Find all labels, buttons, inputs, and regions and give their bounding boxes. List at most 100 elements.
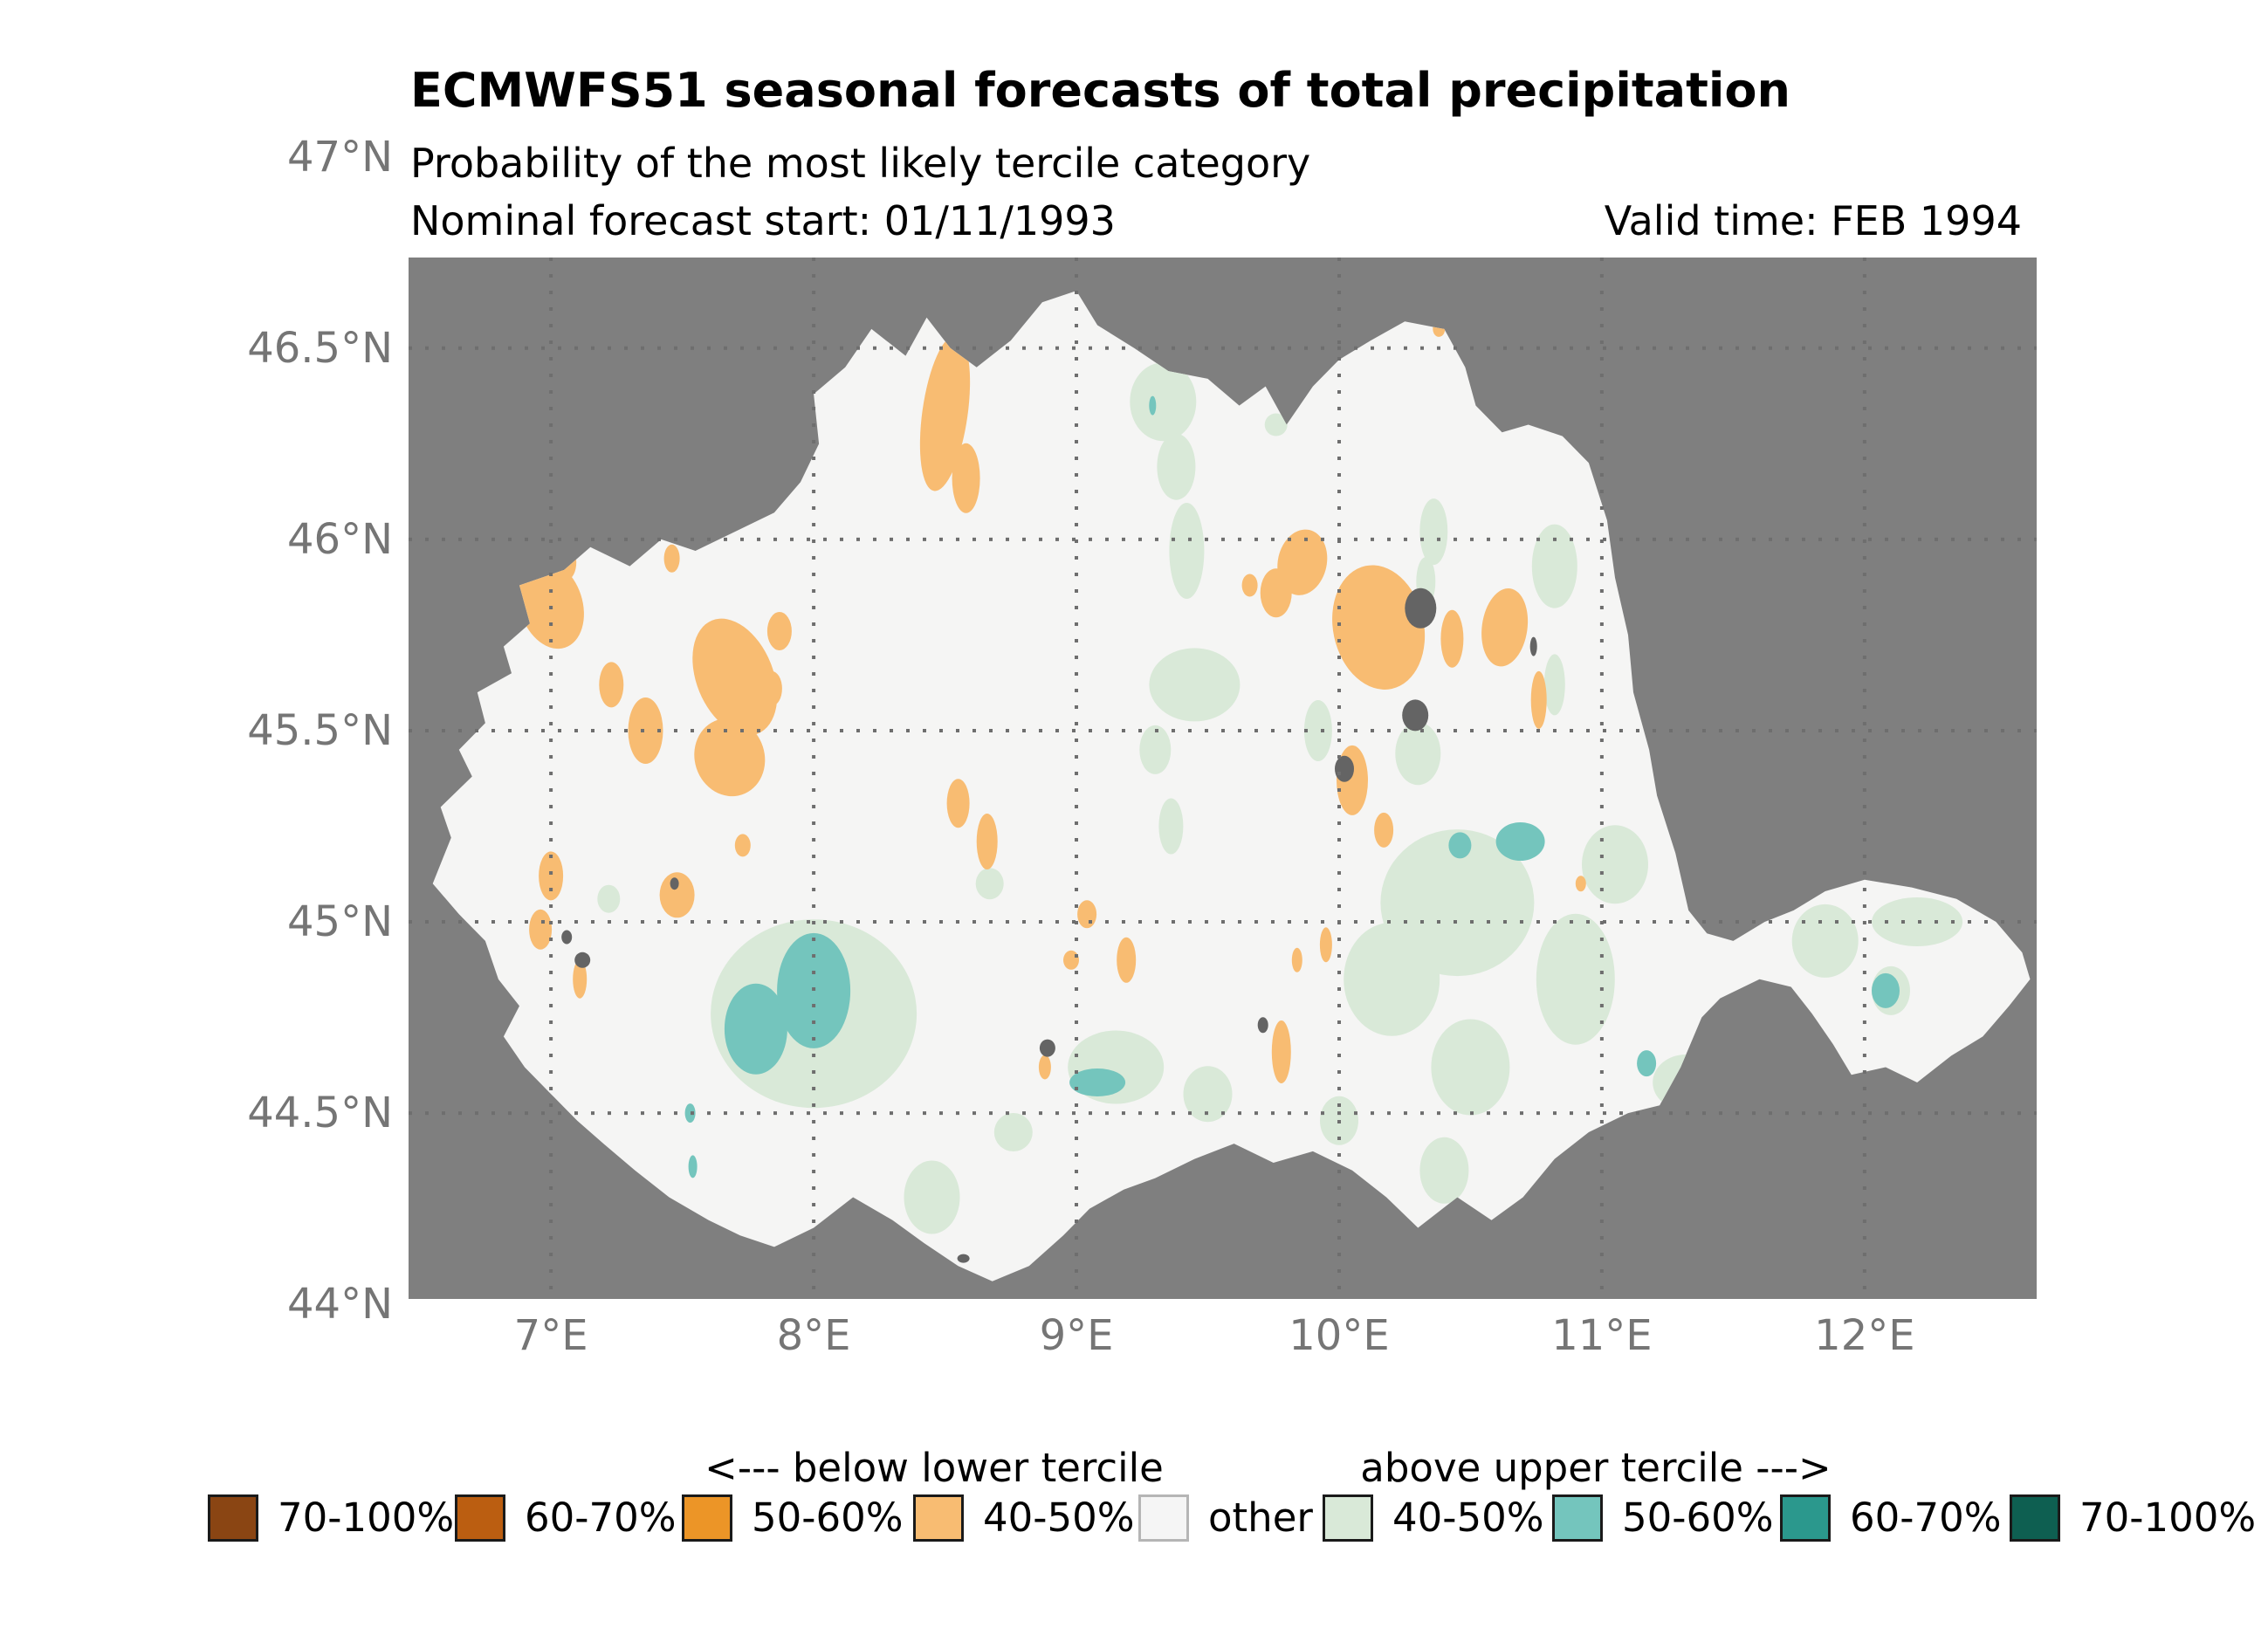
legend-label: 70-100% bbox=[2079, 1494, 2257, 1541]
patch-above_40_50 bbox=[1139, 725, 1172, 774]
patch-above_50_60 bbox=[1448, 832, 1472, 859]
patch-below_40_50 bbox=[952, 443, 980, 513]
patch-missing bbox=[1039, 1039, 1055, 1057]
lon-tick-label: 12°E bbox=[1814, 1311, 1915, 1360]
patch-above_40_50 bbox=[904, 1160, 960, 1234]
patch-missing bbox=[1405, 587, 1437, 629]
legend-label: other bbox=[1208, 1494, 1313, 1541]
forecast-map bbox=[409, 258, 2037, 1299]
patch-missing bbox=[957, 1254, 970, 1263]
patch-above_40_50 bbox=[1872, 897, 1963, 946]
legend-item-below-40-50: 40-50% bbox=[913, 1494, 1135, 1542]
patch-missing bbox=[1257, 1017, 1268, 1034]
legend-swatch bbox=[1138, 1494, 1189, 1542]
patch-below_40_50 bbox=[1530, 670, 1547, 729]
lon-tick-label: 9°E bbox=[1039, 1311, 1114, 1360]
patch-below_40_50 bbox=[573, 959, 588, 999]
legend-label: 70-100% bbox=[278, 1494, 455, 1541]
patch-missing bbox=[1529, 636, 1537, 656]
patch-below_40_50 bbox=[694, 718, 766, 797]
patch-above_40_50 bbox=[1264, 413, 1288, 436]
patch-above_50_60 bbox=[1069, 1068, 1126, 1096]
patch-above_40_50 bbox=[1791, 904, 1859, 978]
plot-subtitle: Probability of the most likely tercile c… bbox=[410, 140, 1311, 187]
legend-swatch bbox=[2010, 1494, 2060, 1542]
forecast-start-label: Nominal forecast start: 01/11/1993 bbox=[410, 197, 1116, 244]
patch-below_40_50 bbox=[539, 851, 564, 901]
patch-above_50_60 bbox=[688, 1155, 698, 1178]
probability-patches bbox=[518, 320, 1963, 1263]
patch-above_50_60 bbox=[1149, 395, 1157, 416]
legend-swatch bbox=[682, 1494, 732, 1542]
patch-below_40_50 bbox=[976, 814, 998, 869]
legend-swatch bbox=[455, 1494, 505, 1542]
patch-below_40_50 bbox=[1319, 927, 1332, 963]
legend-swatch bbox=[1552, 1494, 1603, 1542]
legend-item-other-other: other bbox=[1138, 1494, 1313, 1542]
legend-swatch bbox=[913, 1494, 964, 1542]
patch-above_40_50 bbox=[1531, 524, 1577, 608]
patch-above_50_60 bbox=[684, 1103, 696, 1123]
valid-time-label: Valid time: FEB 1994 bbox=[1604, 197, 2022, 244]
patch-below_40_50 bbox=[628, 697, 663, 764]
patch-above_40_50 bbox=[1130, 362, 1197, 442]
patch-below_40_50 bbox=[1117, 937, 1137, 983]
legend-item-above-40-50: 40-50% bbox=[1323, 1494, 1544, 1542]
patch-below_40_50 bbox=[1440, 609, 1464, 668]
patch-below_40_50 bbox=[1575, 876, 1586, 892]
patch-below_40_50 bbox=[1481, 587, 1529, 667]
lat-tick-label: 47°N bbox=[287, 132, 393, 182]
patch-below_40_50 bbox=[659, 872, 695, 918]
patch-below_40_50 bbox=[1038, 1055, 1051, 1080]
patch-below_40_50 bbox=[1063, 950, 1079, 970]
lat-tick-label: 46°N bbox=[287, 514, 393, 564]
lat-tick-label: 45.5°N bbox=[247, 705, 393, 755]
legend-item-below-60-70: 60-70% bbox=[455, 1494, 677, 1542]
patch-above_40_50 bbox=[1536, 913, 1615, 1045]
patch-below_40_50 bbox=[734, 834, 751, 857]
legend-header-below-tercile: <--- below lower tercile bbox=[704, 1445, 1164, 1491]
patch-missing bbox=[561, 930, 573, 945]
map-svg bbox=[409, 258, 2037, 1299]
lon-tick-label: 10°E bbox=[1289, 1311, 1390, 1360]
patch-above_50_60 bbox=[724, 983, 787, 1075]
legend-label: 60-70% bbox=[1850, 1494, 2002, 1541]
patch-below_40_50 bbox=[529, 909, 553, 950]
patch-missing bbox=[670, 877, 679, 890]
patch-above_40_50 bbox=[1303, 700, 1332, 761]
patch-above_40_50 bbox=[1169, 503, 1205, 599]
patch-below_40_50 bbox=[663, 544, 680, 573]
patch-below_40_50 bbox=[1077, 900, 1097, 929]
legend-swatch bbox=[208, 1494, 258, 1542]
patch-below_40_50 bbox=[1374, 812, 1394, 848]
lat-tick-label: 45°N bbox=[287, 897, 393, 946]
lat-tick-label: 44°N bbox=[287, 1280, 393, 1330]
patch-missing bbox=[1335, 755, 1354, 782]
patch-above_50_60 bbox=[1872, 972, 1900, 1008]
patch-missing bbox=[574, 952, 591, 968]
legend-swatch bbox=[1780, 1494, 1831, 1542]
patch-above_50_60 bbox=[1495, 822, 1545, 861]
patch-above_40_50 bbox=[1582, 825, 1648, 904]
patch-above_40_50 bbox=[1395, 722, 1441, 786]
page-title: ECMWFS51 seasonal forecasts of total pre… bbox=[410, 63, 1790, 118]
patch-missing bbox=[1402, 699, 1429, 732]
legend-item-above-50-60: 50-60% bbox=[1552, 1494, 1774, 1542]
patch-above_40_50 bbox=[1419, 1137, 1469, 1204]
legend-label: 40-50% bbox=[1392, 1494, 1544, 1541]
patch-above_40_50 bbox=[993, 1113, 1033, 1151]
patch-above_40_50 bbox=[597, 884, 621, 913]
patch-below_40_50 bbox=[518, 560, 584, 649]
patch-below_40_50 bbox=[1291, 947, 1302, 972]
patch-below_40_50 bbox=[1241, 574, 1258, 597]
patch-above_40_50 bbox=[1431, 1019, 1510, 1116]
patch-below_40_50 bbox=[1332, 565, 1426, 690]
patch-above_40_50 bbox=[1157, 433, 1196, 500]
patch-below_40_50 bbox=[946, 779, 970, 828]
legend-header-above-tercile: above upper tercile ---> bbox=[1360, 1445, 1832, 1491]
patch-below_40_50 bbox=[1260, 568, 1292, 618]
legend-item-below-70-100: 70-100% bbox=[208, 1494, 454, 1542]
patch-above_50_60 bbox=[1637, 1050, 1657, 1077]
patch-above_40_50 bbox=[1158, 798, 1184, 855]
